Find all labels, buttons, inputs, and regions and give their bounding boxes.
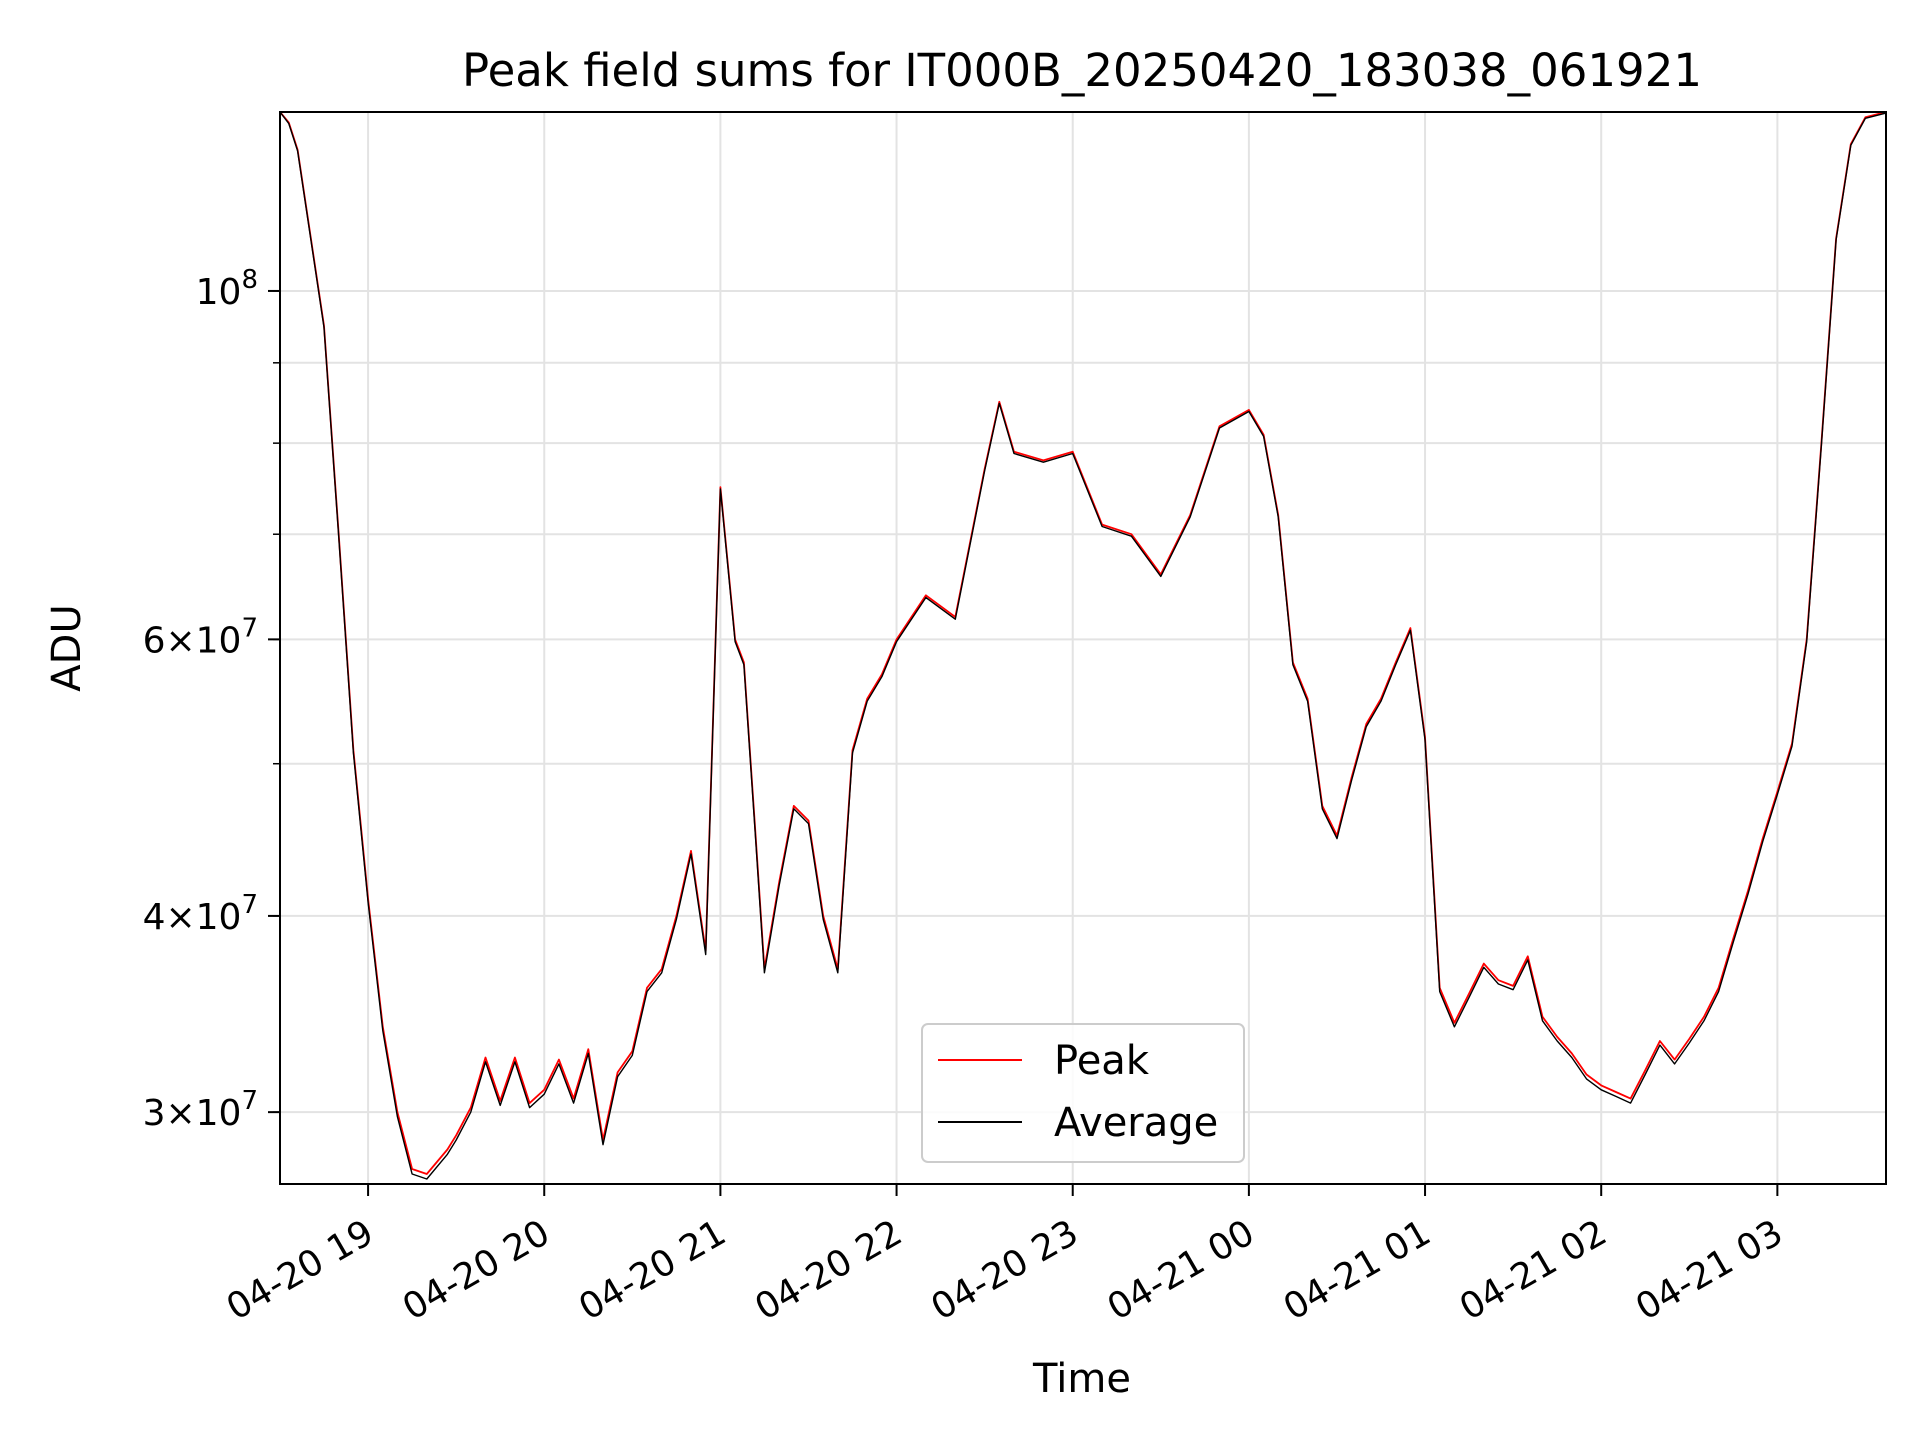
plot-frame bbox=[279, 111, 1887, 1185]
legend: Peak Average bbox=[921, 1023, 1245, 1163]
y-tick-label: 6×107 bbox=[143, 613, 258, 661]
y-axis-label: ADU bbox=[44, 604, 90, 691]
series-line-average bbox=[279, 111, 1887, 1180]
legend-label-average: Average bbox=[1054, 1100, 1218, 1146]
y-tick-label: 108 bbox=[196, 265, 258, 313]
y-tick-label: 3×107 bbox=[143, 1086, 258, 1134]
grid bbox=[280, 112, 1886, 1184]
legend-label-peak: Peak bbox=[1054, 1038, 1150, 1084]
series-line-peak bbox=[279, 111, 1887, 1175]
chart-title: Peak field sums for IT000B_20250420_1830… bbox=[462, 44, 1702, 97]
x-axis-label: Time bbox=[1032, 1356, 1131, 1402]
y-tick-label: 4×107 bbox=[143, 890, 258, 938]
series-layer bbox=[279, 111, 1887, 1180]
legend-box bbox=[921, 1023, 1245, 1163]
y-axis: 108 6×107 4×107 3×107 bbox=[143, 265, 280, 1134]
